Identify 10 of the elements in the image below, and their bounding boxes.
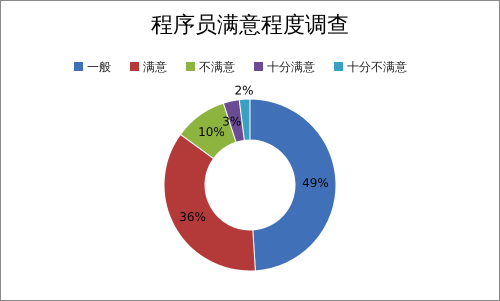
data-label: 2% [234, 83, 254, 98]
chart-title: 程序员满意程度调查 [151, 13, 349, 38]
legend-label: 不满意 [199, 60, 235, 74]
legend-label: 一般 [87, 60, 111, 74]
legend-label: 十分不满意 [347, 60, 407, 74]
legend-label: 十分满意 [267, 60, 315, 74]
data-label: 49% [302, 176, 329, 190]
data-label: 10% [198, 125, 225, 140]
data-label: 36% [179, 210, 206, 224]
legend-label: 满意 [143, 60, 167, 74]
